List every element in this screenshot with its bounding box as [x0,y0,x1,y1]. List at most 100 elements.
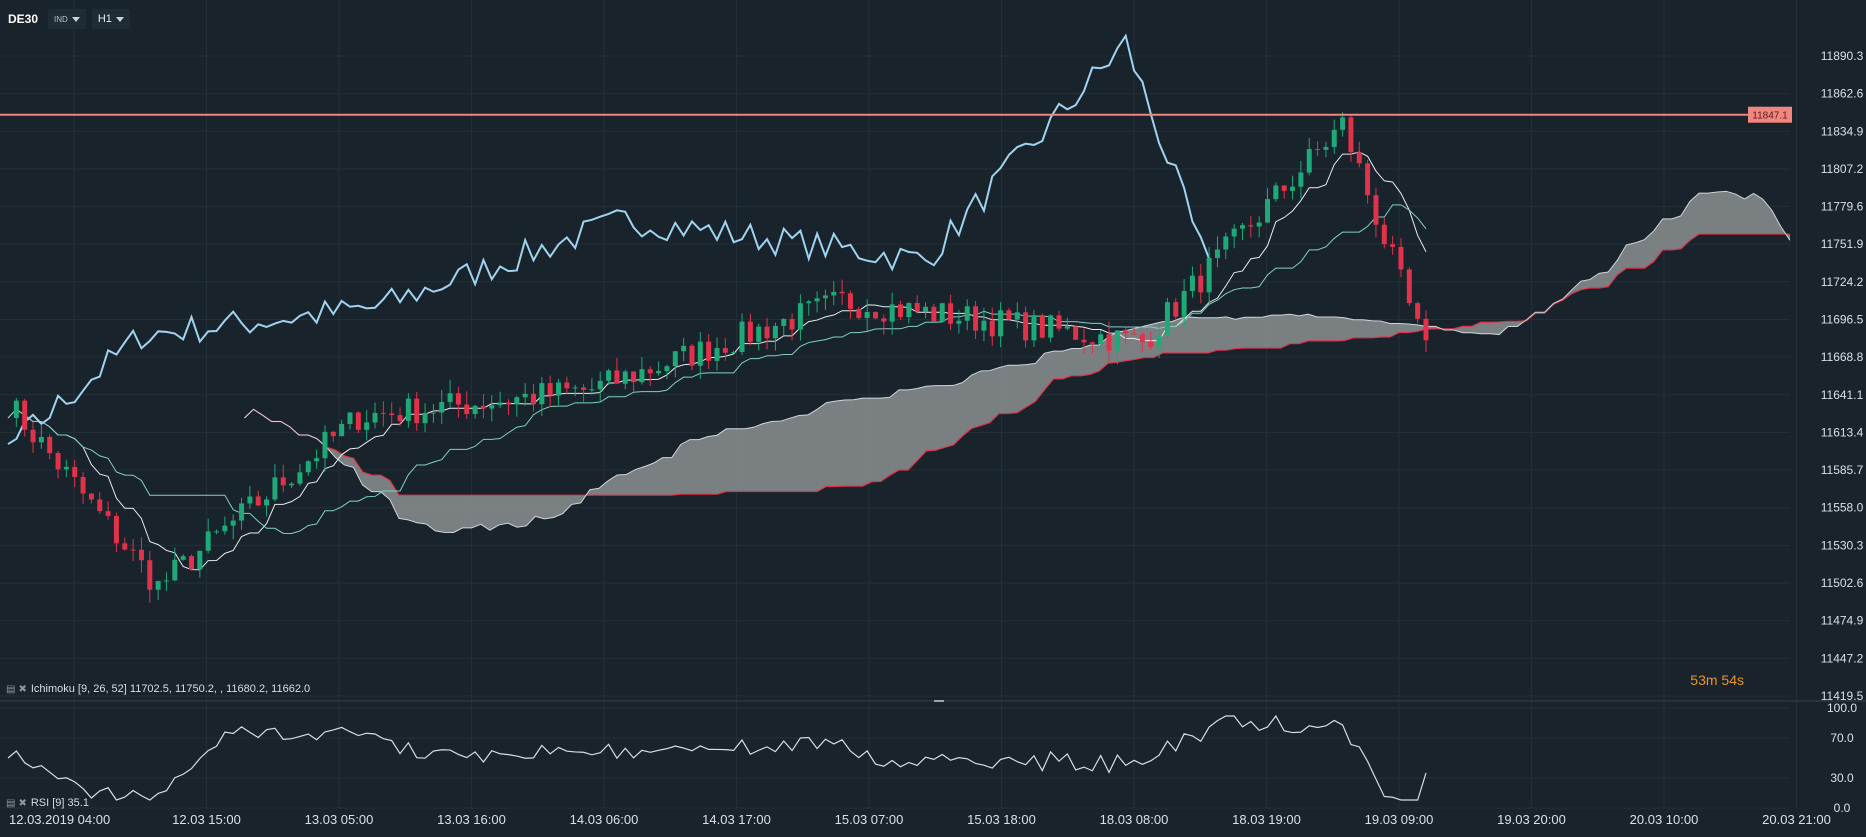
candle [30,422,36,453]
candle [297,464,303,486]
candle-body [1239,225,1245,229]
candle [422,403,428,433]
candle-body [289,483,295,486]
candle [405,393,411,428]
candle [1340,112,1346,137]
candle-body [647,369,653,374]
candle-body [914,302,920,312]
candle-body [681,345,687,352]
candle-body [781,318,787,326]
close-icon[interactable]: ✖ [18,797,27,809]
candle [1098,329,1104,350]
instrument-type-label: IND [54,14,68,24]
candle [1131,327,1137,335]
price-line-badge [1748,106,1792,123]
candle [1373,187,1379,238]
candle-body [1014,312,1020,320]
candle [1348,114,1354,162]
kijun-line [7,204,1427,535]
candle-body [1265,199,1271,223]
y-tick-label: 11530.3 [1821,538,1864,552]
rsi-label: RSI [9] 35.1 [30,797,89,809]
candle-body [355,412,361,430]
candle [264,496,270,517]
candle [339,419,345,437]
candle-body [1423,318,1429,341]
candle-body [722,348,728,353]
candle [831,281,837,306]
candle [964,299,970,331]
candle [1081,328,1087,355]
timeframe-dropdown[interactable]: H1 [91,9,130,29]
candle-body [1398,246,1404,270]
candle [1298,160,1304,199]
candle [781,318,787,336]
candle-body [747,321,753,342]
x-tick-label: 14.03 06:00 [570,812,639,827]
candle [806,299,812,316]
candle-body [55,453,61,470]
candle-body [205,531,211,551]
settings-icon[interactable]: ▤ [6,797,16,809]
symbol-label[interactable]: DE30 [8,12,39,26]
candle-body [1406,269,1412,304]
instrument-type-dropdown[interactable]: IND [48,9,86,29]
candle-body [389,413,395,416]
candle-body [180,556,186,560]
candle-body [422,412,428,424]
candle [430,403,436,423]
candle [1223,232,1229,260]
candle [355,411,361,434]
candle-body [1064,326,1070,329]
candle-body [138,549,144,561]
candle-body [739,321,745,353]
candle-body [864,312,870,319]
candle-body [1131,333,1137,335]
candle [1265,187,1271,224]
candle-body [214,531,220,533]
rsi-y-tick-label: 100.0 [1827,701,1857,715]
candle [898,300,904,320]
candle-body [831,291,837,296]
candle [1206,246,1212,303]
candle [330,430,336,442]
candle [764,318,770,350]
candle [1056,310,1062,332]
candle-body [672,351,678,367]
candle [681,337,687,362]
candle [88,493,94,504]
y-tick-label: 11447.2 [1821,651,1864,665]
candle-body [1181,290,1187,317]
x-tick-label: 18.03 08:00 [1100,812,1169,827]
candle-body [706,341,712,361]
candle-body [856,308,862,319]
candle-body [948,303,954,324]
candle [380,401,386,427]
candle-body [789,318,795,330]
candle [122,537,128,551]
rsi-legend: ▤ ✖ RSI [9] 35.1 [6,797,89,809]
candle-body [1256,222,1262,227]
candle [1048,314,1054,343]
candle [1031,309,1037,348]
candle [1323,141,1329,158]
candle-body [581,387,587,390]
candle [1239,222,1245,241]
y-tick-label: 11502.6 [1821,576,1864,590]
candle [889,292,895,335]
candle-body [1198,275,1204,293]
candle [1290,175,1296,200]
candle-body [547,383,553,396]
x-tick-label: 19.03 20:00 [1497,812,1566,827]
candle-body [906,302,912,318]
candle [914,295,920,314]
close-icon[interactable]: ✖ [18,683,27,695]
candle [530,384,536,412]
x-tick-label: 12.03.2019 04:00 [9,812,110,827]
candle [247,485,253,509]
candle-body [13,400,19,419]
settings-icon[interactable]: ▤ [6,683,16,695]
candle [489,395,495,422]
